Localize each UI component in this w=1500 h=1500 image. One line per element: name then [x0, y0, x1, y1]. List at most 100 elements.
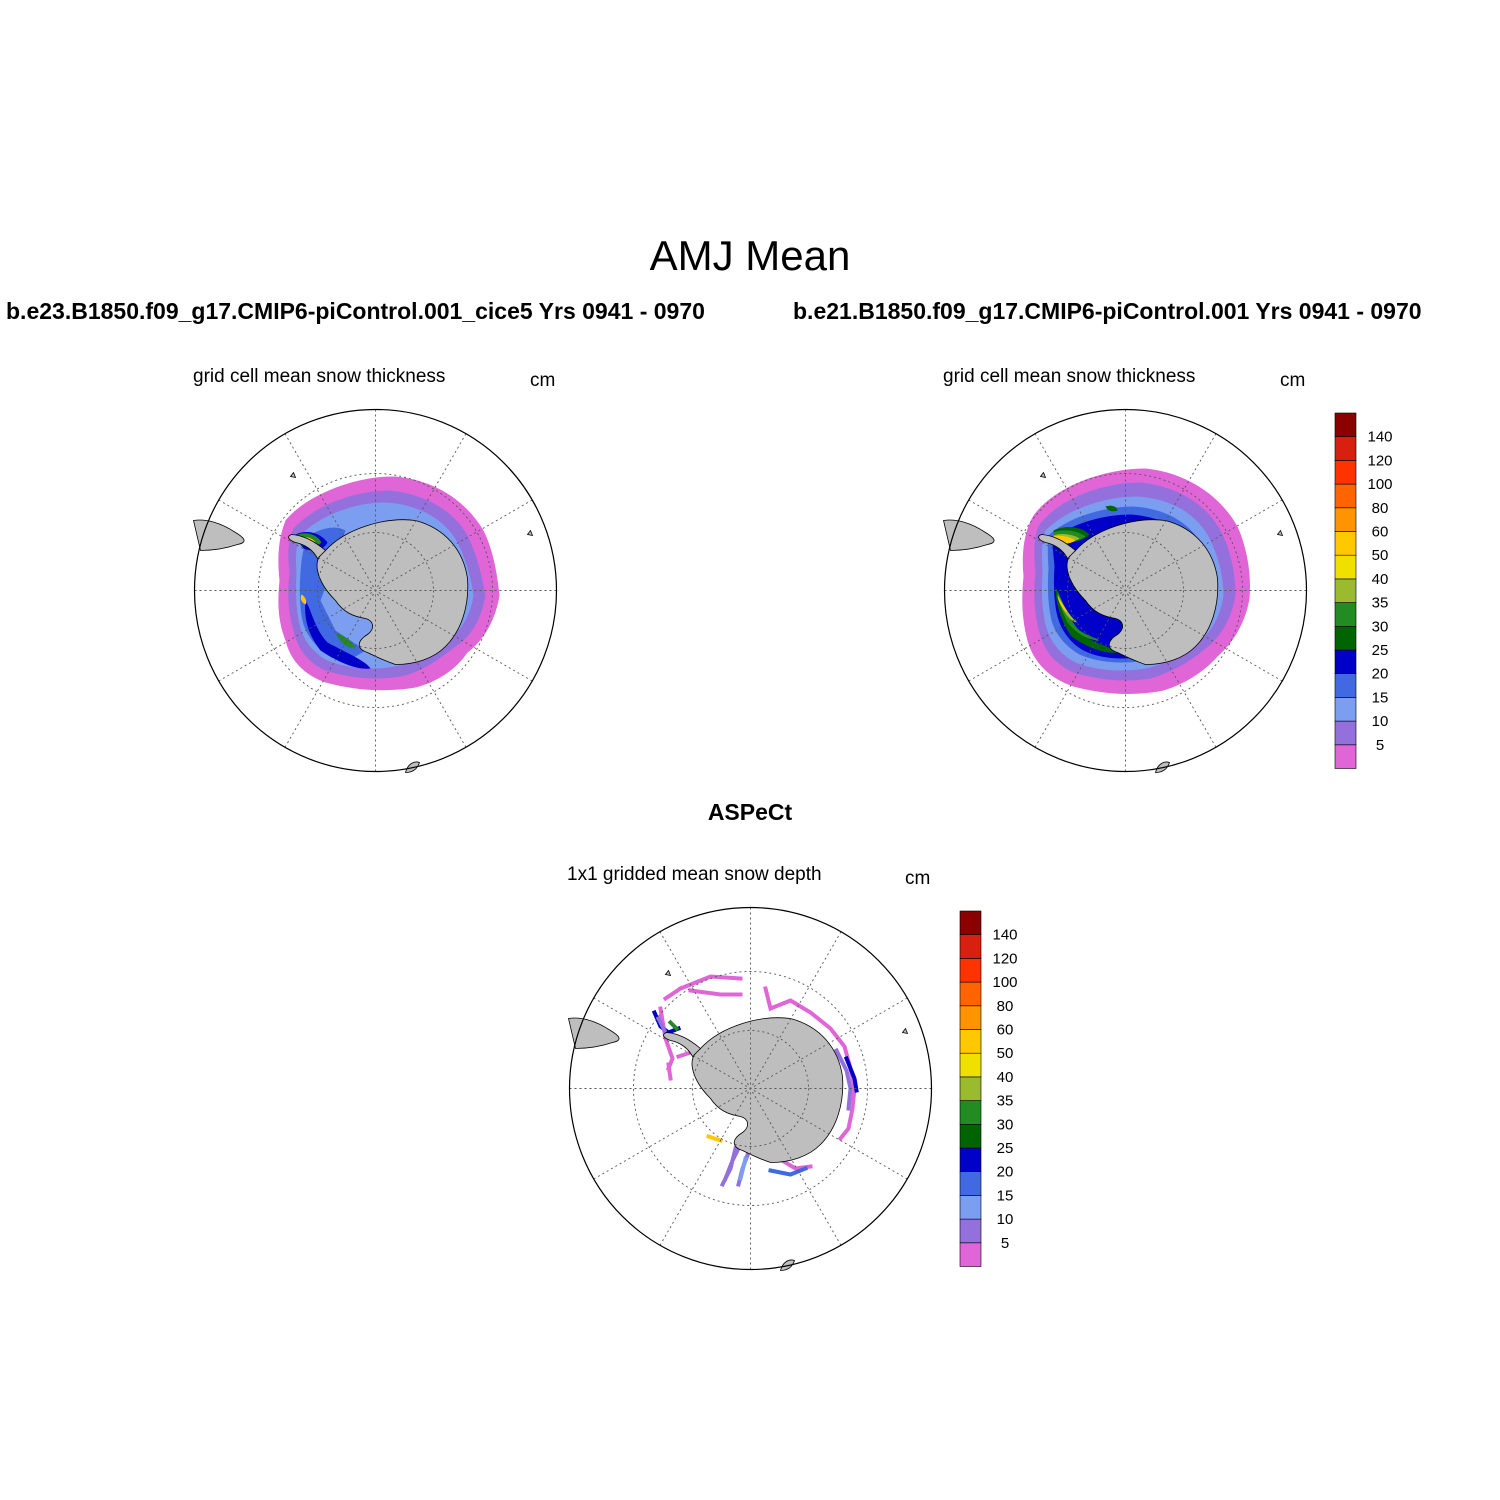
colorbar-1-label-5: 5 — [1376, 737, 1384, 754]
colorbar-2-box-9 — [959, 1029, 982, 1054]
panel-1-graticule — [194, 409, 557, 772]
colorbar-2-label-35: 35 — [997, 1093, 1014, 1110]
colorbar-2-box-3 — [959, 1171, 982, 1196]
snow-band-green — [1053, 530, 1100, 641]
panel-2-case-title: b.e21.B1850.f09_g17.CMIP6-piControl.001 … — [793, 298, 1422, 324]
colorbar-2-box-14 — [959, 910, 982, 936]
snow-band-green — [295, 533, 356, 649]
track-purple-east — [833, 1047, 853, 1111]
track-pink-north — [662, 974, 743, 1002]
track-lightblue-south — [738, 1156, 748, 1181]
track-green-west — [667, 1019, 680, 1032]
colorbar-1-box-7 — [1334, 578, 1357, 603]
colorbar-2-label-30: 30 — [997, 1116, 1014, 1133]
panel-1-left-label: grid cell mean snow thickness — [193, 366, 446, 387]
colorbar-1-label-35: 35 — [1372, 595, 1389, 612]
panel-3-case-title: ASPeCt — [707, 799, 793, 825]
colorbar-2-box-0 — [959, 1242, 982, 1267]
small-island — [1039, 471, 1047, 479]
south-america-tip — [943, 519, 995, 551]
snow-band-darkgreen — [1053, 505, 1121, 653]
colorbar-1-label-15: 15 — [1372, 689, 1389, 706]
colorbar-1-box-8 — [1334, 554, 1357, 580]
colorbar-1-label-140: 140 — [1367, 429, 1392, 446]
snow-band-yellow — [299, 537, 316, 605]
panel-3-units-label: cm — [905, 868, 931, 889]
panel-1-case-title: b.e23.B1850.f09_g17.CMIP6-piControl.001_… — [6, 298, 705, 324]
colorbar-1-box-14 — [1334, 412, 1357, 438]
panel-2-land — [943, 471, 1284, 773]
colorbar-1-box-5 — [1334, 626, 1357, 651]
colorbar-2-label-15: 15 — [997, 1187, 1014, 1204]
small-island — [289, 471, 297, 479]
track-blue-south — [768, 1165, 809, 1177]
colorbar-1-label-120: 120 — [1367, 452, 1392, 469]
south-america-tip — [193, 519, 245, 551]
panel-1-units-label: cm — [530, 370, 556, 391]
colorbar-1-box-9 — [1334, 531, 1357, 556]
colorbar-1-box-12 — [1334, 460, 1357, 485]
colorbar-2-label-25: 25 — [997, 1140, 1014, 1157]
colorbar-2-box-1 — [959, 1218, 982, 1244]
panel-3-graticule — [569, 907, 932, 1270]
antarctic-peninsula — [1038, 534, 1077, 560]
colorbar-1-label-30: 30 — [1372, 618, 1389, 635]
colorbar-1-label-60: 60 — [1372, 524, 1389, 541]
colorbar-2-box-4 — [959, 1147, 982, 1173]
main-title: AMJ Mean — [649, 232, 851, 279]
colorbar-2-label-50: 50 — [997, 1045, 1014, 1062]
colorbar-lower: 5 10 15 20 25 30 35 40 50 60 80 100 120 140 — [959, 910, 1018, 1267]
colorbar-1-box-0 — [1334, 744, 1357, 769]
colorbar-2-box-8 — [959, 1052, 982, 1078]
colorbar-2-label-120: 120 — [992, 950, 1017, 967]
antarctica — [1066, 519, 1219, 665]
small-island — [664, 969, 672, 977]
track-pink-west-2 — [666, 1049, 694, 1081]
colorbar-2-box-6 — [959, 1100, 982, 1125]
colorbar-2-label-5: 5 — [1001, 1235, 1009, 1252]
small-island-2 — [901, 1027, 909, 1035]
colorbar-upper: 5 10 15 20 25 30 35 40 50 60 80 100 120 140 — [1334, 412, 1393, 769]
colorbar-2-label-140: 140 — [992, 927, 1017, 944]
colorbar-2-box-12 — [959, 958, 982, 983]
colorbar-2-label-80: 80 — [997, 998, 1014, 1015]
colorbar-2-label-10: 10 — [997, 1211, 1014, 1228]
antarctica — [691, 1017, 844, 1163]
antarctic-peninsula — [663, 1032, 702, 1058]
colorbar-1-box-11 — [1334, 483, 1357, 509]
antarctic-peninsula — [288, 534, 327, 560]
snow-band-darkblue — [293, 531, 371, 669]
panel-1-map-border — [193, 408, 558, 773]
panel-3-left-label: 1x1 gridded mean snow depth — [567, 864, 822, 885]
small-island-2 — [526, 529, 534, 537]
track-yellow-ross — [705, 1133, 724, 1144]
colorbar-2-box-11 — [959, 981, 982, 1007]
colorbar-2-label-60: 60 — [997, 1022, 1014, 1039]
panel-3-land — [568, 969, 909, 1271]
colorbar-2-box-13 — [959, 934, 982, 959]
colorbar-1-box-4 — [1334, 649, 1357, 675]
colorbar-1-box-1 — [1334, 720, 1357, 746]
colorbar-1-box-3 — [1334, 673, 1357, 698]
antarctica — [316, 519, 469, 665]
panel-2-units-label: cm — [1280, 370, 1306, 391]
colorbar-2-box-5 — [959, 1124, 982, 1149]
colorbar-1-label-100: 100 — [1367, 476, 1392, 493]
track-pink-east — [763, 986, 857, 1142]
colorbar-1-box-10 — [1334, 507, 1357, 532]
panel-1-polar-map — [193, 408, 558, 773]
panel-3-polar-map — [568, 906, 933, 1271]
track-blue-east — [843, 1055, 859, 1093]
panel-3-map-border — [568, 906, 933, 1271]
panel-2-polar-map — [943, 408, 1308, 773]
colorbar-1-label-10: 10 — [1372, 713, 1389, 730]
track-purple-west — [655, 1015, 668, 1034]
colorbar-1-box-6 — [1334, 602, 1357, 627]
colorbar-1-label-80: 80 — [1372, 500, 1389, 517]
colorbar-2-label-100: 100 — [992, 974, 1017, 991]
colorbar-2-label-40: 40 — [997, 1069, 1014, 1086]
colorbar-2-box-7 — [959, 1076, 982, 1101]
south-america-tip — [568, 1017, 620, 1049]
colorbar-1-label-40: 40 — [1372, 571, 1389, 588]
colorbar-2-box-10 — [959, 1005, 982, 1030]
